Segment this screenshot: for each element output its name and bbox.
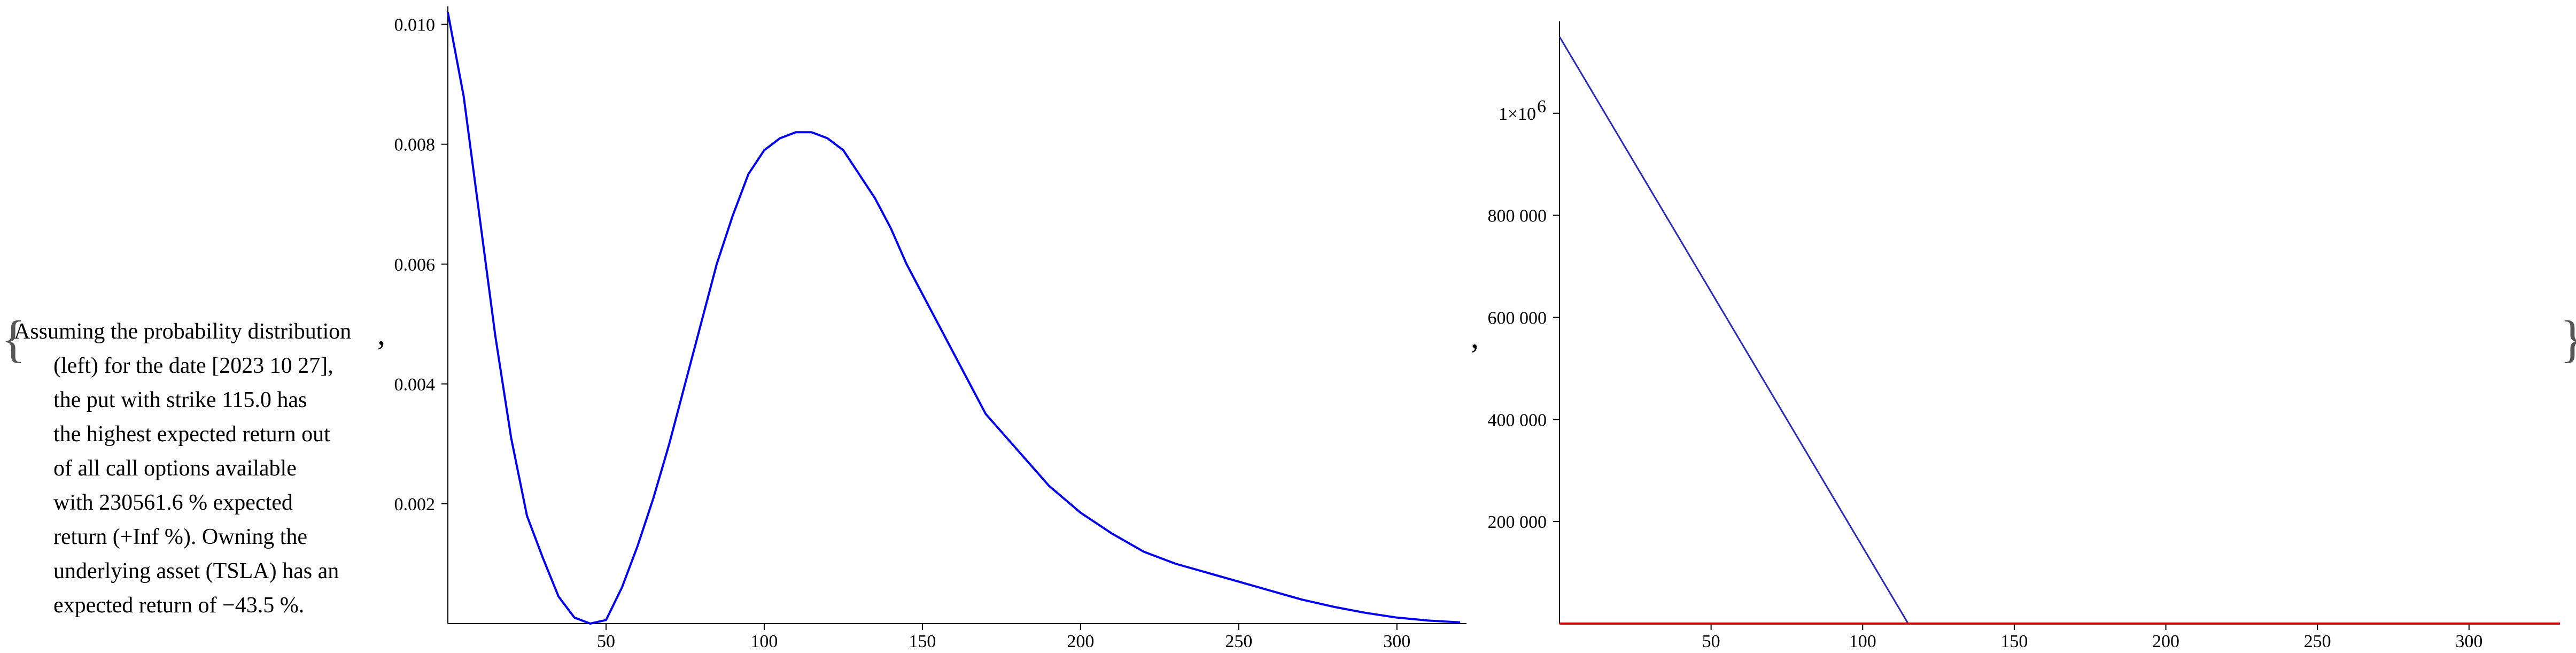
put-payoff-chart: 50 100 150 200 250 300 200 000 400 000 600 000 80… xyxy=(1488,21,2560,651)
close-brace: } xyxy=(2560,313,2576,365)
y-tick-label: 0.002 xyxy=(394,495,436,514)
put-payoff-line xyxy=(1558,36,2560,625)
note-line: return (+Inf %). Owning the xyxy=(53,525,308,549)
x-tick-label: 50 xyxy=(597,632,615,651)
x-tick-label: 300 xyxy=(2455,632,2482,651)
note-line: with 230561.6 % expected xyxy=(53,490,293,515)
expected-return-note: Assuming the probability distribution (l… xyxy=(14,314,383,623)
y-tick-label: 200 000 xyxy=(1488,512,1547,532)
x-tick-label: 200 xyxy=(1067,632,1094,651)
y-tick-label: 800 000 xyxy=(1488,206,1547,226)
x-tick-label: 100 xyxy=(1849,632,1876,651)
note-line: Assuming the probability distribution xyxy=(14,319,352,344)
x-tick-label: 150 xyxy=(2000,632,2028,651)
y-tick-label: 0.006 xyxy=(394,255,436,275)
note-line: underlying asset (TSLA) has an xyxy=(53,559,339,583)
y-tick-label: 0.008 xyxy=(394,135,436,155)
x-tick-label: 250 xyxy=(1225,632,1252,651)
x-tick-label: 200 xyxy=(2152,632,2179,651)
y-tick-label: 0.004 xyxy=(394,375,436,395)
x-tick-label: 50 xyxy=(1702,632,1720,651)
density-curve xyxy=(447,12,1461,625)
x-tick-label: 100 xyxy=(750,632,778,651)
y-tick-label: 400 000 xyxy=(1488,410,1547,430)
note-line: the highest expected return out xyxy=(53,422,330,447)
note-line: (left) for the date [2023 10 27], xyxy=(53,354,333,378)
x-tick-label: 300 xyxy=(1383,632,1410,651)
open-brace: { xyxy=(1,310,26,367)
x-tick-label: 250 xyxy=(2304,632,2331,651)
note-line: the put with strike 115.0 has xyxy=(53,388,307,412)
y-tick-label: 1×10 xyxy=(1499,104,1536,124)
y-tick-label: 600 000 xyxy=(1488,308,1547,328)
x-tick-label: 150 xyxy=(909,632,936,651)
note-line: of all call options available xyxy=(53,456,297,481)
note-line: expected return of −43.5 %. xyxy=(53,593,305,618)
y-tick-exponent: 6 xyxy=(1537,97,1546,117)
list-separator: , xyxy=(1471,319,1479,355)
probability-density-chart: 50 100 150 200 250 300 0.002 0.004 0.006 0.008 0.0… xyxy=(394,6,1467,651)
y-tick-label: 0.010 xyxy=(394,16,436,35)
list-separator: , xyxy=(377,316,385,351)
